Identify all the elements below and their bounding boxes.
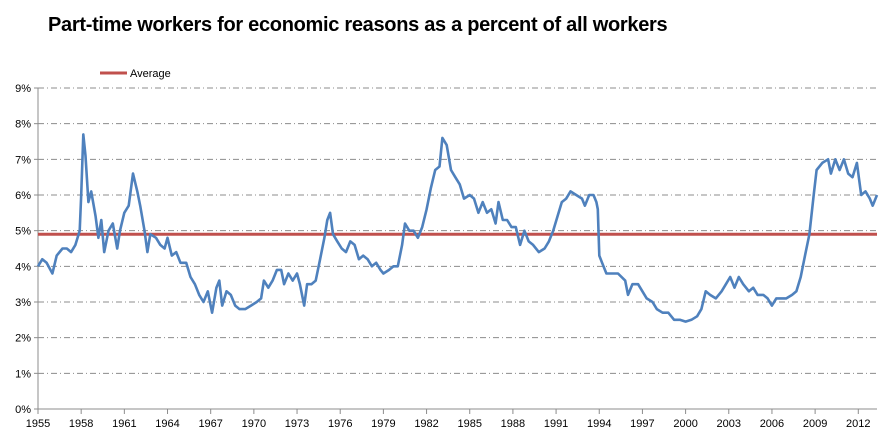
x-tick-label: 1991: [544, 418, 568, 430]
x-tick-label: 1961: [112, 418, 136, 430]
x-tick-label: 1970: [242, 418, 266, 430]
y-tick-label: 0%: [15, 404, 31, 416]
gridlines: [38, 87, 877, 374]
x-tick-label: 1955: [26, 418, 50, 430]
y-tick-label: 8%: [15, 119, 31, 131]
x-tick-label: 2003: [717, 418, 741, 430]
axes: [37, 88, 877, 410]
y-tick-label: 3%: [15, 297, 31, 309]
y-tick-label: 9%: [15, 83, 31, 95]
y-tick-label: 7%: [15, 154, 31, 166]
series-group: [36, 133, 879, 323]
x-tick-label: 1979: [371, 418, 395, 430]
y-tick-label: 6%: [15, 190, 31, 202]
x-tick-label: 2009: [803, 418, 827, 430]
x-tick-label: 1967: [198, 418, 222, 430]
x-tick-label: 1985: [457, 418, 481, 430]
chart-title: Part-time workers for economic reasons a…: [48, 14, 668, 36]
y-tick-label: 4%: [15, 261, 31, 273]
y-tick-label: 2%: [15, 333, 31, 345]
x-tick-label: 1988: [501, 418, 525, 430]
x-tick-label: 1964: [155, 418, 179, 430]
series-line: [36, 133, 879, 323]
x-tick-label: 1994: [587, 418, 611, 430]
x-axis-ticks: 1955 1958 1961 1964 1967 1970 1973 1976 1979 1982…: [26, 409, 871, 430]
x-tick-label: 1958: [69, 418, 93, 430]
x-tick-label: 2006: [760, 418, 784, 430]
x-tick-label: 1973: [285, 418, 309, 430]
legend: Average: [100, 68, 171, 80]
x-tick-label: 1976: [328, 418, 352, 430]
y-axis-ticks: 0% 1% 2% 3% 4% 5% 6% 7% 8% 9%: [15, 83, 38, 416]
x-tick-label: 2012: [846, 418, 870, 430]
y-tick-label: 1%: [15, 368, 31, 380]
x-tick-label: 1982: [414, 418, 438, 430]
legend-label-average: Average: [130, 68, 171, 80]
x-tick-label: 1997: [630, 418, 654, 430]
y-tick-label: 5%: [15, 226, 31, 238]
x-tick-label: 2000: [673, 418, 697, 430]
